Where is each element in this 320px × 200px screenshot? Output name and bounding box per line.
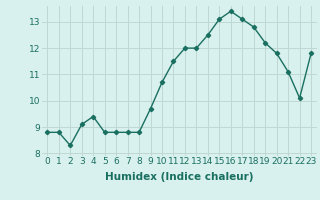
- X-axis label: Humidex (Indice chaleur): Humidex (Indice chaleur): [105, 172, 253, 182]
